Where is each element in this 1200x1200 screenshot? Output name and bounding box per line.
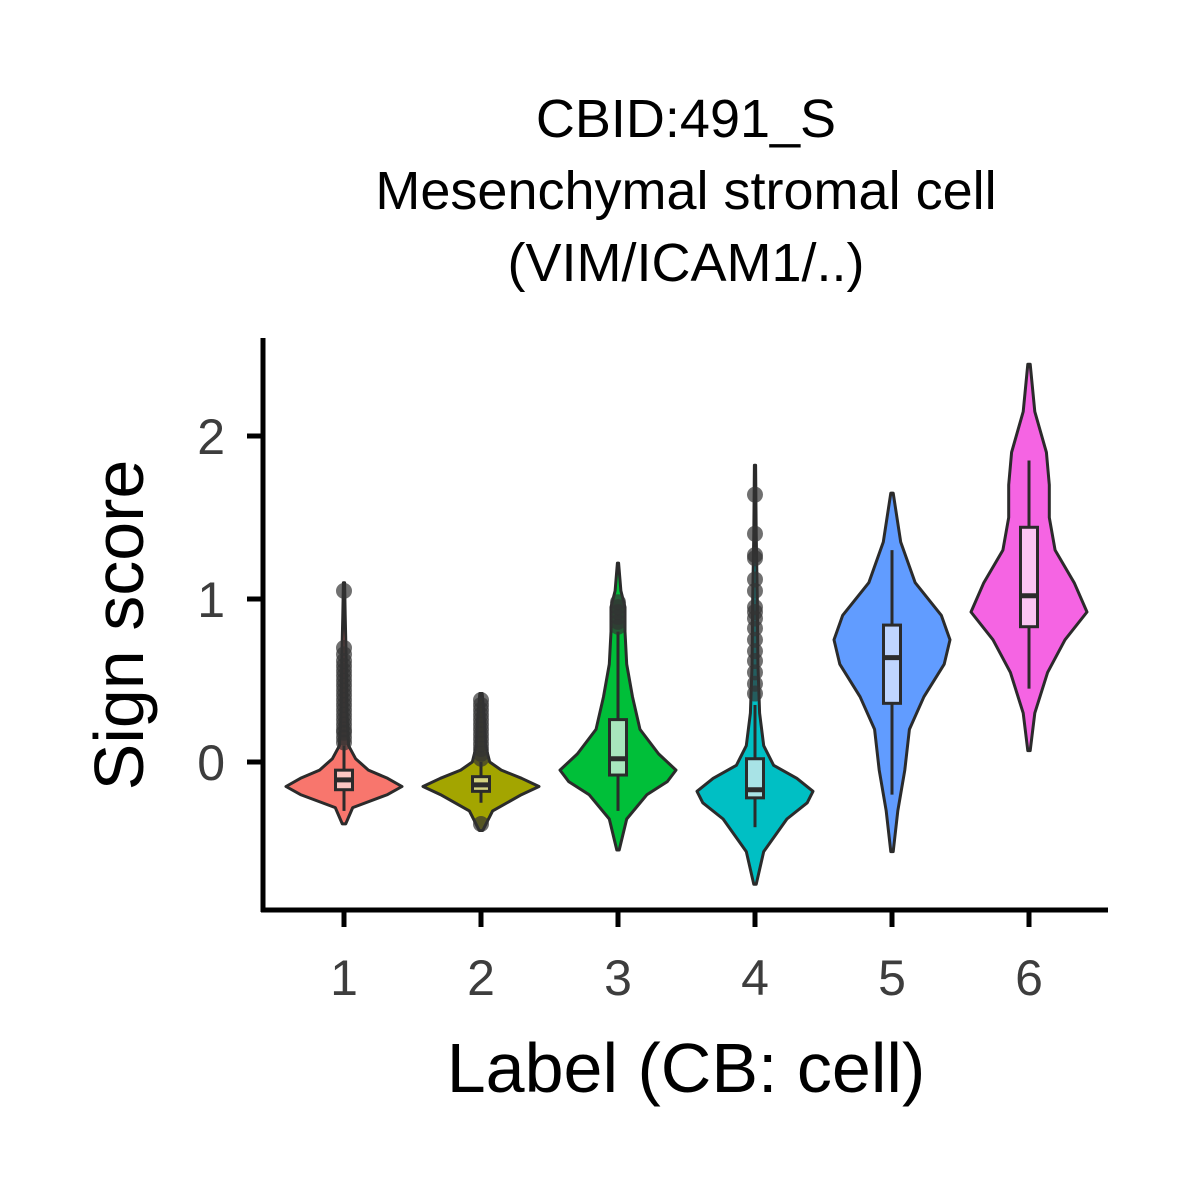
outlier-point: [747, 525, 763, 542]
x-axis-label: Label (CB: cell): [447, 1029, 926, 1107]
outlier-point: [610, 594, 626, 611]
y-tick-label: 1: [197, 572, 225, 628]
box-iqr: [1019, 525, 1039, 629]
x-tick-label: 4: [741, 950, 769, 1006]
chart-title-line-3: (VIM/ICAM1/..): [507, 233, 864, 293]
outlier-point: [336, 639, 352, 656]
violin-group-1: [284, 581, 404, 826]
y-tick-label: 0: [197, 735, 225, 791]
box-iqr: [608, 718, 628, 777]
x-axis-ticks: 1 2 3 4 5 6: [330, 910, 1043, 1006]
violin-group-6: [969, 362, 1089, 753]
violin-layer: [284, 362, 1089, 886]
outlier-point: [747, 631, 763, 648]
outlier-point: [747, 582, 763, 599]
x-tick-label: 6: [1015, 950, 1043, 1006]
violin-group-4: [695, 463, 815, 886]
violin-group-3: [558, 561, 678, 852]
outlier-point: [747, 664, 763, 681]
outlier-point: [473, 815, 489, 832]
violin-group-2: [421, 692, 541, 832]
outlier-point: [747, 486, 763, 503]
chart-title-line-1: CBID:491_S: [536, 89, 836, 149]
outlier-point: [747, 571, 763, 588]
chart-title: CBID:491_S Mesenchymal stromal cell (VIM…: [375, 89, 996, 293]
x-tick-label: 2: [467, 950, 495, 1006]
x-tick-label: 3: [604, 950, 632, 1006]
outlier-point: [336, 582, 352, 599]
box-iqr: [882, 623, 902, 705]
chart-title-line-2: Mesenchymal stromal cell: [375, 161, 996, 221]
outlier-point: [747, 599, 763, 616]
outlier-point: [473, 692, 489, 709]
outlier-point: [747, 675, 763, 692]
y-tick-label: 2: [197, 409, 225, 465]
x-tick-label: 1: [330, 950, 358, 1006]
outlier-point: [747, 643, 763, 660]
outlier-point: [747, 546, 763, 563]
x-tick-label: 5: [878, 950, 906, 1006]
violin-group-5: [832, 491, 952, 854]
y-axis-ticks: 0 1 2: [197, 409, 263, 791]
y-axis-label: Sign score: [80, 460, 158, 791]
